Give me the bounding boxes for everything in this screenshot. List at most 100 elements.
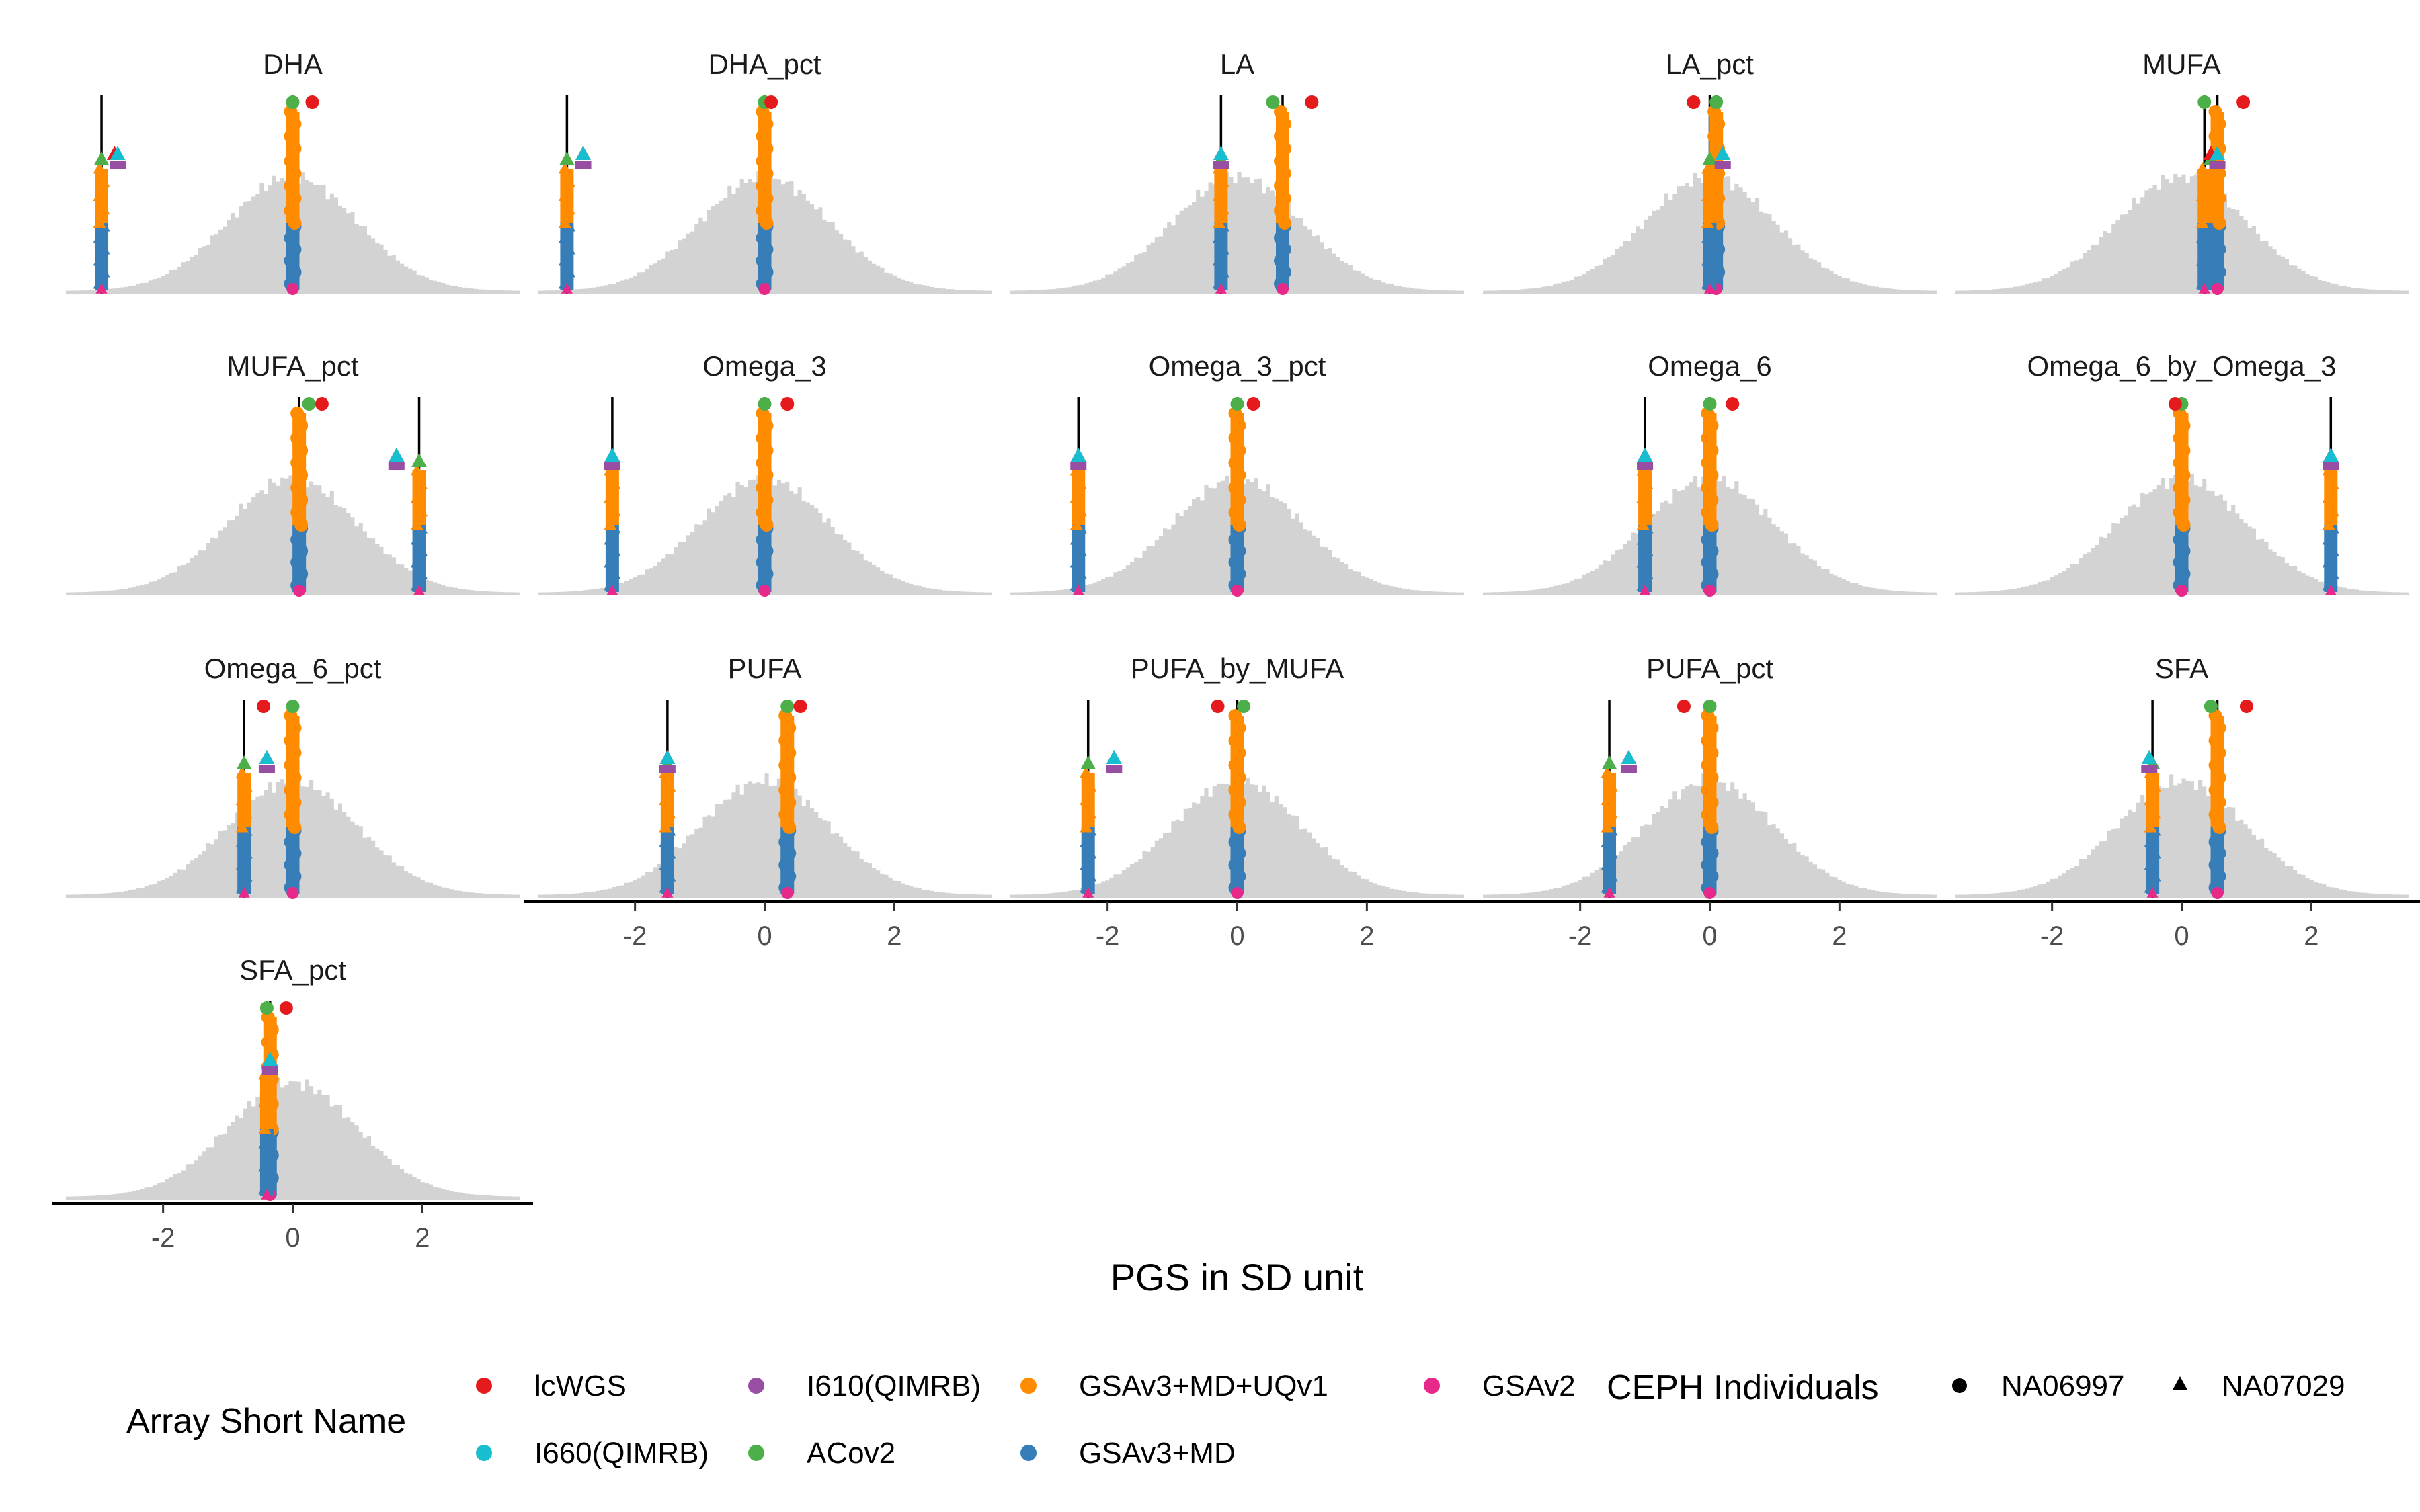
gsav3-md-uqv1-point [2208,758,2222,772]
gsav3-md-point [1232,870,1246,883]
gsav2-point [286,283,299,295]
legend-shape-label: NA06997 [2001,1370,2124,1402]
gsav3-md-point [1212,231,1225,243]
gsav3-md-uqv1-point [558,162,571,174]
na07029-points [2195,146,2226,294]
gsav3-md-uqv1-point [235,821,249,833]
acov2-point [1709,95,1724,109]
gsav3-md-points [660,827,674,894]
lcwgs-point [793,700,807,713]
na06997-points [778,700,807,899]
gsav3-md-uqv1-point [1074,477,1087,489]
na07029-points [1070,448,1087,595]
gsav3-md-points [1072,525,1086,592]
gsav3-md-uqv1-point [2173,431,2187,445]
gsav2-point [413,585,426,595]
gsav2-point [1231,887,1244,899]
gsav3-md-uqv1-point [2212,821,2226,834]
i610-point [1106,765,1123,773]
gsav3-md-point [2148,847,2161,859]
gsav3-md-uqv1-point [756,480,770,495]
gsav3-md-uqv1-point [1701,758,1715,772]
lcwgs-point [1211,700,1225,713]
x-tick-label: 2 [1832,921,1847,951]
facet-title: MUFA [2142,48,2221,80]
acov2-point [1230,397,1244,411]
gsav3-md-point [1705,870,1719,883]
gsav2-point [1703,887,1716,899]
gsav3-md-uqv1-point [1705,419,1719,433]
gsav3-md-uqv1-point [284,733,298,747]
gsav3-md-point [1278,265,1291,279]
gsav3-md-point [97,243,110,255]
lcwgs-point [764,95,778,109]
gsav3-md-uqv1-point [558,216,571,228]
gsav3-md-uqv1-point [782,771,797,785]
gsav3-md-point [1228,556,1242,569]
gsav2-point [561,283,573,294]
gsav3-md-point [294,544,309,558]
gsav3-md-uqv1-point [1274,129,1287,143]
i610-point [1620,765,1637,773]
na07029-points [604,448,621,595]
gsav3-md-point [1705,567,1719,581]
gsav3-md-uqv1-point [1070,491,1083,503]
gsav3-md-point [2322,533,2335,545]
gsav3-md-uqv1-point [258,1095,272,1107]
gsav3-md-uqv1-point [2326,504,2339,517]
lcwgs-point [1305,95,1319,109]
gsav3-md-uqv1-point [1640,477,1654,489]
facet-title: Omega_3 [702,350,826,382]
gsav3-md-uqv1-point [2212,192,2226,206]
gsav3-md-point [1228,533,1242,546]
gsav3-md-uqv1-point [778,733,793,747]
gsav3-md-uqv1-point [604,518,617,530]
i660-point [2210,146,2225,160]
gsav3-md-uqv1-point [1274,154,1287,168]
gsav2-point [286,887,299,899]
gsav3-md-uqv1-point [1216,202,1229,215]
gsav3-md-point [1070,556,1083,568]
gsav3-md-point [1605,847,1618,859]
i610-point [2209,161,2226,169]
gsav3-md-uqv1-point [1601,821,1614,833]
gsav3-md-uqv1-point [258,1122,272,1134]
gsav3-md-uqv1-point [1228,480,1242,495]
legend-label: GSAv3+MD [1079,1437,1236,1470]
lcwgs-point [2168,397,2182,411]
gsav3-md-point [290,556,305,569]
gsav3-md-uqv1-point [288,746,302,760]
gsav3-md-point [663,847,676,859]
gsav3-md-uqv1-point [1701,783,1715,797]
i610-point [659,765,676,773]
i660-point [389,448,405,462]
gsav3-md-point [760,265,774,279]
acov2-point [1703,397,1717,411]
gsav3-md-uqv1-point [1636,518,1650,530]
gsav3-md-point [411,533,424,545]
gsav3-md-point [760,567,774,581]
gsav3-md-uqv1-point [1232,518,1246,532]
i610-point [258,765,275,773]
x-tick-label: 0 [1229,921,1244,951]
facet-panel: PUFA -2 0 2 [524,653,1005,951]
gsav3-md-point [1080,835,1093,847]
acov2-point [780,700,795,713]
gsav3-md-points [2324,525,2338,592]
gsav2-point [261,1189,273,1200]
na06997-points [756,95,778,295]
gsav3-md-point [756,231,770,245]
gsav3-md-uqv1-point [2148,780,2161,792]
gsav3-md-point [608,567,621,579]
gsav2-point [1603,887,1615,898]
acov2-point [1237,700,1251,713]
gsav3-md-uqv1-point [1228,733,1242,747]
gsav3-md-points [1214,223,1228,290]
gsav2-point [2325,585,2337,595]
gsav3-md-points [1081,827,1095,894]
gsav3-md-uqv1-point [756,129,770,143]
i610-point [1213,161,1229,169]
acov2-point [1266,95,1280,109]
gsav3-md-uqv1-point [756,204,770,218]
gsav3-md-point [760,544,774,558]
